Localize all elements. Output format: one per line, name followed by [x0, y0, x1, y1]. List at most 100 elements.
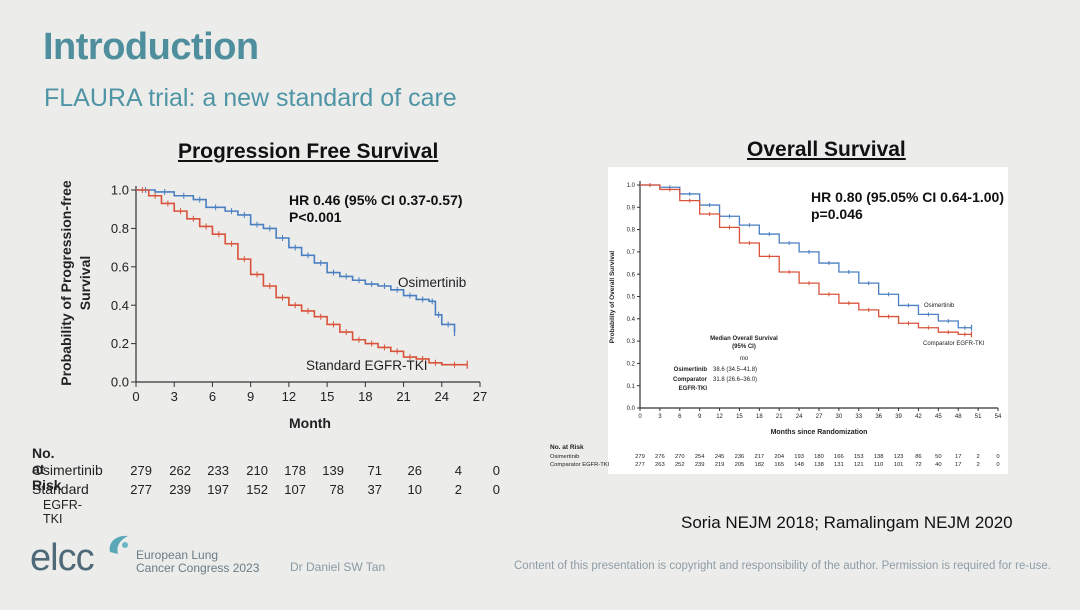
pfs-y-axis-label-2: Survival: [77, 256, 93, 310]
pfs-hazard-ratio: HR 0.46 (95% CI 0.37-0.57): [289, 192, 463, 208]
os-y-tick-label: 0.6: [627, 272, 636, 278]
pfs-legend-standard-egfr-tki: Standard EGFR-TKI: [306, 358, 428, 373]
congress-line-2: Cancer Congress 2023: [136, 561, 260, 575]
os-y-axis-label: Probability of Overall Survival: [609, 251, 616, 344]
os-panel-background: [608, 167, 1008, 474]
pfs-y-tick-label: 0.8: [111, 221, 129, 236]
os-risk-value: 123: [894, 454, 904, 460]
os-risk-value: 131: [834, 462, 844, 468]
os-risk-value: 245: [715, 454, 725, 460]
pfs-risk-value: 152: [246, 482, 268, 497]
pfs-risk-value: 0: [492, 463, 500, 478]
os-median-label-egfr-tki: EGFR-TKI: [679, 386, 708, 392]
pfs-y-tick-label: 0.6: [111, 259, 129, 274]
pfs-risk-value: 239: [169, 482, 191, 497]
os-x-tick-label: 48: [955, 414, 962, 420]
os-median-value-osimertinib: 38.6 (34.5–41.8): [713, 367, 757, 373]
copyright-notice: Content of this presentation is copyrigh…: [514, 560, 1051, 572]
os-x-tick-label: 30: [836, 414, 843, 420]
os-risk-value: 252: [675, 462, 685, 468]
pfs-risk-value: 197: [207, 482, 229, 497]
pfs-x-tick-label: 6: [209, 389, 216, 404]
os-hazard-ratio: HR 0.80 (95.05% CI 0.64-1.00): [811, 189, 1004, 205]
os-x-tick-label: 12: [716, 414, 723, 420]
os-series-osimertinib: [640, 184, 972, 329]
os-risk-value: 239: [695, 462, 705, 468]
congress-name: European Lung Cancer Congress 2023: [136, 549, 259, 575]
os-risk-value: 50: [935, 454, 941, 460]
os-risk-value: 138: [874, 454, 884, 460]
os-x-tick-label: 51: [975, 414, 982, 420]
os-x-tick-label: 27: [816, 414, 823, 420]
os-y-tick-label: 0.1: [627, 384, 636, 390]
os-x-tick-label: 3: [658, 414, 662, 420]
os-risk-value: 153: [854, 454, 864, 460]
pfs-p-value: P<0.001: [289, 209, 342, 225]
os-y-tick-label: 1.0: [627, 183, 636, 189]
os-risk-value: 205: [735, 462, 745, 468]
os-risk-value: 193: [794, 454, 804, 460]
os-median-label-osimertinib: Osimertinib: [674, 367, 708, 373]
pfs-x-tick-label: 9: [247, 389, 254, 404]
elcc-logo: elcc: [30, 537, 95, 579]
slide-subtitle: FLAURA trial: a new standard of care: [44, 84, 457, 112]
os-median-title: Median Overall Survival: [710, 336, 778, 342]
os-risk-title: No. at Risk: [550, 444, 584, 451]
pfs-risk-value: 37: [367, 482, 382, 497]
os-x-tick-label: 36: [875, 414, 882, 420]
presenter-name: Dr Daniel SW Tan: [290, 560, 386, 574]
os-x-tick-label: 45: [935, 414, 942, 420]
os-y-tick-label: 0.7: [627, 250, 636, 256]
os-x-tick-label: 33: [855, 414, 862, 420]
os-median-label-comparator: Comparator: [673, 377, 708, 383]
os-risk-label: Comparator EGFR-TKI: [550, 462, 610, 468]
pfs-x-tick-label: 3: [171, 389, 178, 404]
os-risk-value: 2: [976, 462, 979, 468]
pfs-risk-value: 178: [284, 463, 306, 478]
os-risk-value: 217: [754, 454, 764, 460]
pfs-risk-label-egfr-tki: EGFR-TKI: [43, 498, 82, 526]
pfs-risk-label-osimertinib: Osimertinib: [32, 462, 103, 478]
os-x-tick-label: 0: [638, 414, 642, 420]
os-risk-value: 182: [754, 462, 764, 468]
congress-line-1: European Lung: [136, 548, 219, 562]
pfs-risk-value: 2: [454, 482, 462, 497]
os-risk-value: 270: [675, 454, 685, 460]
os-x-tick-label: 18: [756, 414, 763, 420]
pfs-chart-title: Progression Free Survival: [178, 140, 439, 163]
os-x-tick-label: 24: [796, 414, 803, 420]
os-x-tick-label: 54: [995, 414, 1002, 420]
pfs-series-comparator: [136, 189, 468, 366]
pfs-risk-value: 210: [246, 463, 268, 478]
pfs-x-tick-label: 24: [435, 389, 449, 404]
os-x-tick-label: 9: [698, 414, 702, 420]
os-y-tick-label: 0.9: [627, 205, 636, 211]
os-risk-value: 110: [874, 462, 883, 468]
os-risk-value: 17: [955, 454, 961, 460]
pfs-risk-value: 277: [130, 482, 152, 497]
os-risk-value: 263: [655, 462, 665, 468]
pfs-risk-value: 0: [492, 482, 500, 497]
slide-title: Introduction: [43, 26, 259, 68]
os-risk-value: 254: [695, 454, 705, 460]
os-risk-value: 219: [715, 462, 725, 468]
os-risk-value: 17: [955, 462, 961, 468]
pfs-risk-value: 26: [407, 463, 422, 478]
os-x-axis-label: Months since Randomization: [771, 429, 868, 436]
os-p-value: p=0.046: [811, 206, 863, 222]
os-risk-value: 279: [635, 454, 645, 460]
pfs-risk-value: 107: [284, 482, 306, 497]
os-y-tick-label: 0.8: [627, 228, 636, 234]
pfs-x-tick-label: 0: [132, 389, 139, 404]
os-risk-value: 40: [935, 462, 941, 468]
pfs-risk-title: No. at Risk: [32, 445, 62, 493]
elcc-logo-mark-icon: [109, 535, 128, 554]
os-risk-value: 121: [854, 462, 864, 468]
os-risk-value: 148: [794, 462, 804, 468]
pfs-risk-value: 10: [407, 482, 422, 497]
os-risk-value: 138: [814, 462, 824, 468]
os-legend-comparator: Comparator EGFR-TKI: [923, 341, 985, 347]
os-chart-title: Overall Survival: [747, 138, 906, 161]
os-risk-value: 2: [976, 454, 979, 460]
